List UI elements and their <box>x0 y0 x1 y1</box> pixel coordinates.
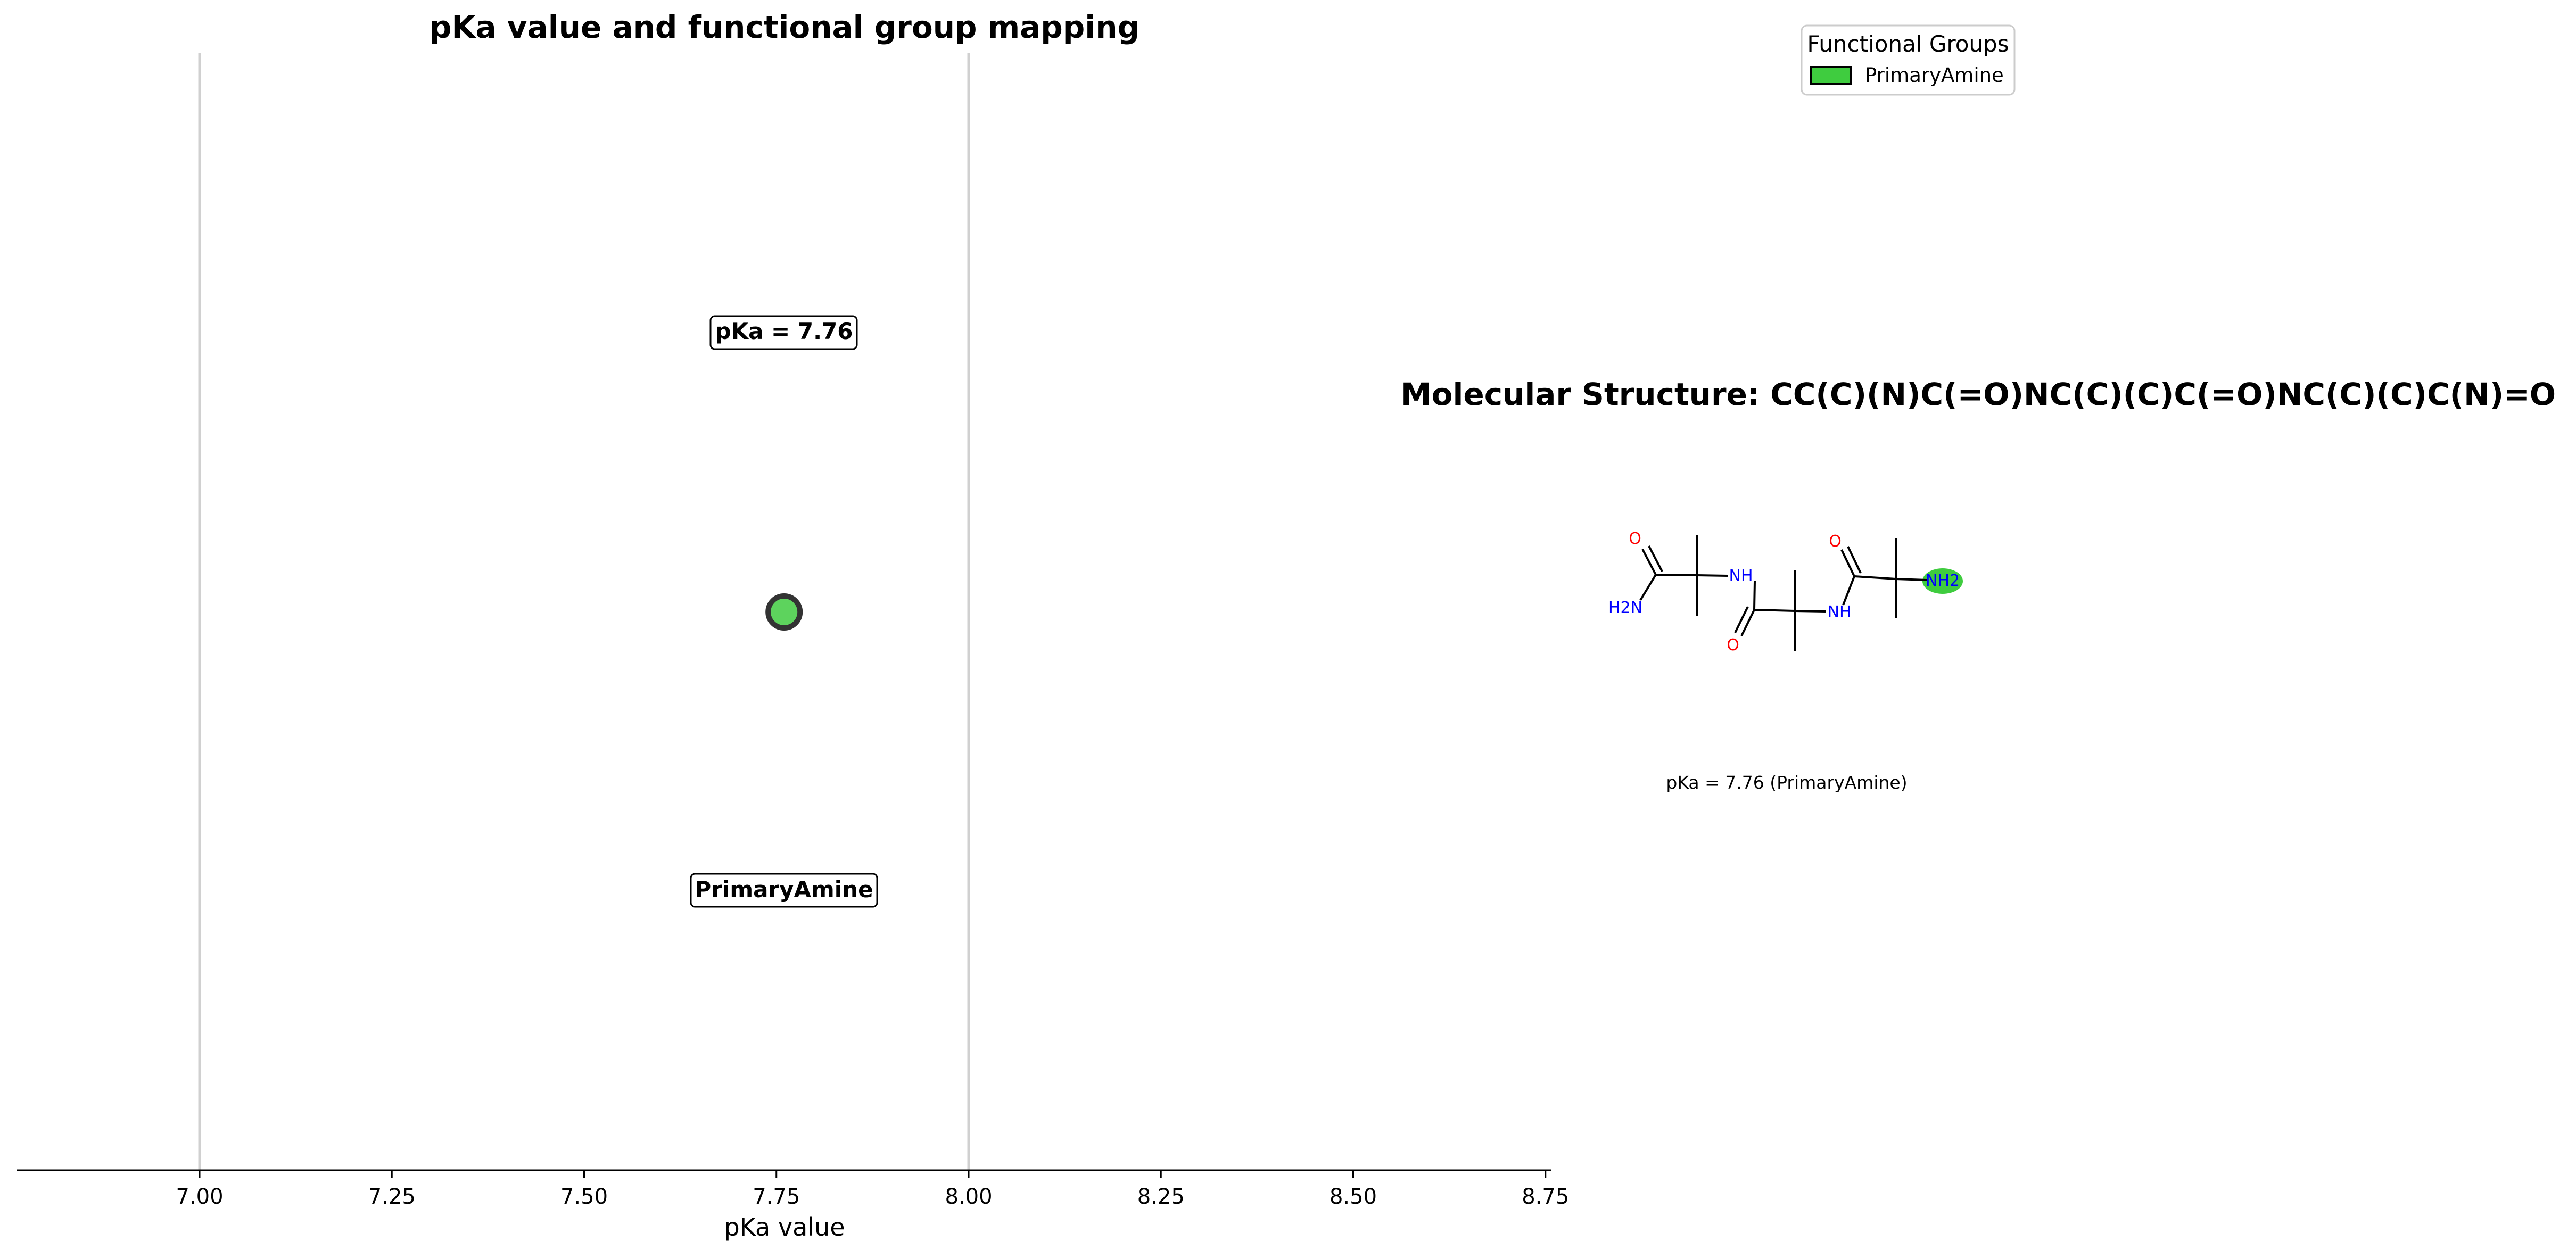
x-tick-label: 8.00 <box>945 1185 992 1209</box>
pka-value-annotation: pKa = 7.76 <box>709 315 858 350</box>
x-tick-label: 7.50 <box>560 1185 608 1209</box>
molecule-caption: pKa = 7.76 (PrimaryAmine) <box>1666 772 1907 793</box>
data-points <box>765 593 803 631</box>
x-tick-label: 8.50 <box>1330 1185 1377 1209</box>
primaryamine-highlight <box>1922 568 1963 594</box>
atom-nh2: NH2 <box>1926 572 1960 590</box>
molecule-atoms: O H2N NH O NH O NH2 <box>1608 529 1960 655</box>
data-point-primaryamine <box>765 593 803 631</box>
group-annotation: PrimaryAmine <box>690 873 878 908</box>
atom-nh-1: NH <box>1729 567 1753 585</box>
legend-swatch-primaryamine <box>1810 66 1852 85</box>
group-label-box <box>690 873 878 908</box>
pka-value-box <box>709 315 858 350</box>
x-tick-label: 8.75 <box>1522 1185 1569 1209</box>
pka-chart: pKa value and functional group mapping 7… <box>17 9 1569 1242</box>
molecule-drawing: O H2N NH O NH O NH2 <box>1608 529 1963 655</box>
reference-lines <box>198 53 970 1170</box>
molecule-panel: Molecular Structure: CC(C)(N)C(=O)NC(C)(… <box>1401 376 2556 793</box>
molecule-title: Molecular Structure: CC(C)(N)C(=O)NC(C)(… <box>1401 376 2556 412</box>
chart-title: pKa value and functional group mapping <box>430 9 1140 45</box>
group-label: PrimaryAmine <box>695 876 873 903</box>
atom-h2n: H2N <box>1608 599 1642 617</box>
legend-frame <box>1801 24 2016 96</box>
molecule-bonds <box>1639 535 1927 651</box>
atom-o-2: O <box>1727 636 1739 655</box>
x-tick-label: 8.25 <box>1137 1185 1185 1209</box>
atom-nh-2: NH <box>1828 603 1852 622</box>
x-tick-label: 7.75 <box>753 1185 800 1209</box>
legend: Functional Groups PrimaryAmine <box>1801 24 2016 96</box>
x-axis-label: pKa value <box>724 1213 845 1242</box>
x-tick-labels: 7.00 7.25 7.50 7.75 8.00 8.25 8.50 8.75 <box>176 1170 1569 1209</box>
x-tick-label: 7.00 <box>176 1185 223 1209</box>
legend-entry-label: PrimaryAmine <box>1865 64 2004 87</box>
x-tick-label: 7.25 <box>368 1185 416 1209</box>
atom-o-3: O <box>1829 532 1842 551</box>
pka-value-label: pKa = 7.76 <box>715 318 853 344</box>
legend-title: Functional Groups <box>1807 31 2009 57</box>
atom-o-1: O <box>1629 529 1641 548</box>
